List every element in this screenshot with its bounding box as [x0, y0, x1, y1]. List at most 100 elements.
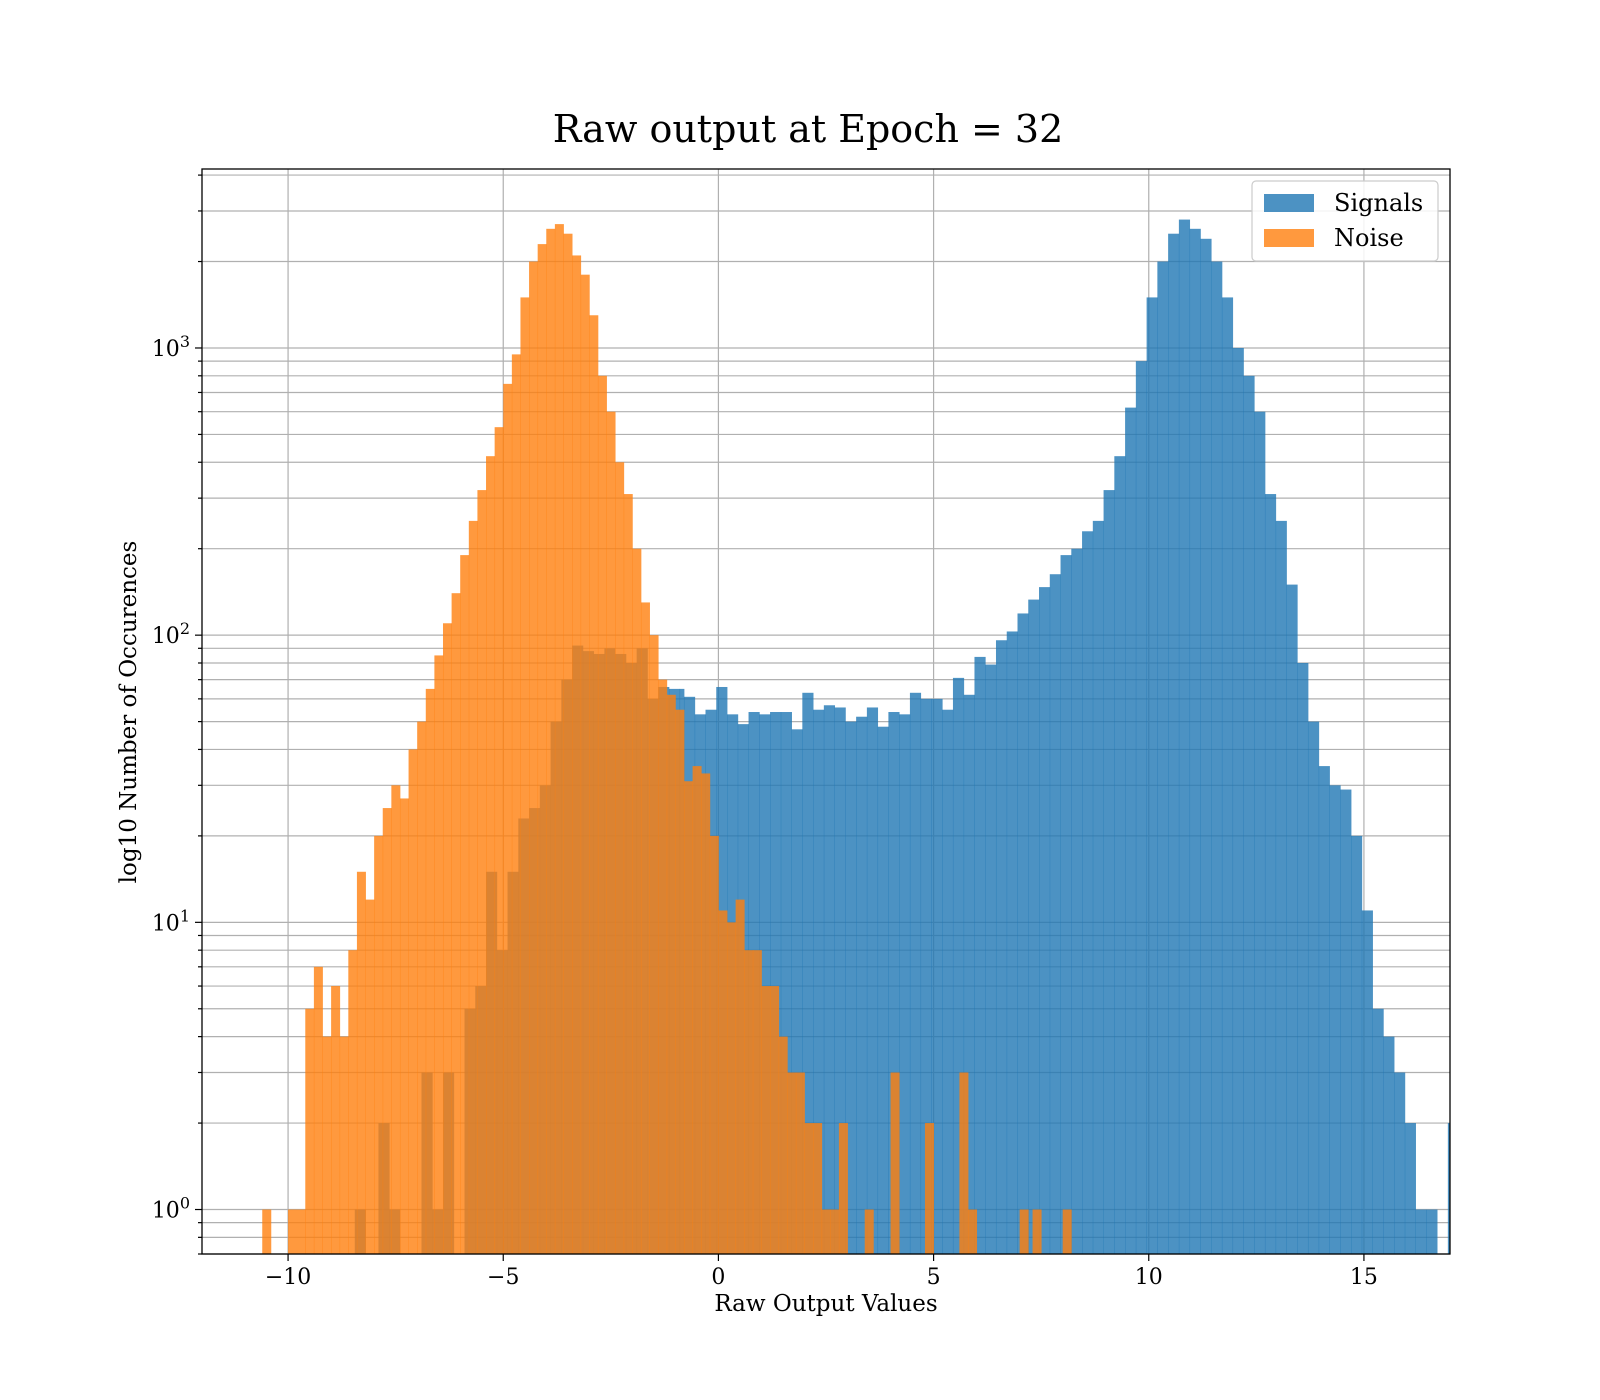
histogram-bar — [1351, 835, 1363, 1254]
y-axis-ticks: 100 101 102 103 — [152, 174, 202, 1255]
histogram-bar — [770, 712, 782, 1254]
y-tick-label: 100 — [152, 1194, 190, 1224]
histogram-bar — [442, 623, 452, 1254]
histogram-bar — [795, 1072, 805, 1254]
histogram-bar — [606, 411, 616, 1255]
histogram-bar — [735, 899, 745, 1254]
histogram-bar — [1071, 548, 1083, 1254]
histogram-bar — [1254, 411, 1266, 1255]
histogram-bar — [1264, 494, 1277, 1255]
x-axis-ticks: −10 −5 0 5 10 15 — [265, 1254, 1378, 1290]
histogram-bar — [322, 1036, 332, 1254]
histogram-bar — [1318, 766, 1330, 1254]
histogram-bar — [597, 375, 607, 1254]
histogram-bar — [1157, 261, 1169, 1254]
histogram-bar — [985, 664, 997, 1254]
histogram-bar — [920, 698, 932, 1254]
histogram-bar — [834, 707, 846, 1254]
chart-title: Raw output at Epoch = 32 — [553, 107, 1064, 151]
histogram-bar — [856, 716, 868, 1254]
histogram-bar — [563, 233, 573, 1255]
histogram-bar — [701, 773, 711, 1254]
histogram-bar — [952, 677, 965, 1254]
histogram-bar — [802, 692, 814, 1254]
histogram-bar — [866, 707, 879, 1254]
histogram-bar — [759, 714, 771, 1254]
histogram-bar — [830, 1209, 840, 1254]
histogram-bar — [666, 694, 676, 1254]
histogram-bar — [1307, 721, 1320, 1254]
histogram-bar — [692, 766, 702, 1254]
histogram-bar — [1146, 297, 1158, 1255]
histogram-bar — [1200, 238, 1212, 1255]
histogram-bar — [1103, 490, 1115, 1254]
histogram-bar — [1060, 555, 1072, 1254]
histogram-bar — [408, 749, 418, 1254]
histogram-bar — [823, 705, 836, 1254]
histogram-bar — [770, 986, 780, 1254]
histogram-bar — [503, 383, 513, 1254]
histogram-bar — [683, 781, 693, 1254]
histogram-bar — [262, 1209, 272, 1254]
x-tick-label: 0 — [711, 1265, 725, 1290]
legend-label: Signals — [1334, 189, 1423, 217]
histogram-bar — [649, 635, 659, 1254]
histogram-bar — [1383, 1036, 1395, 1254]
histogram-bar — [761, 986, 771, 1254]
x-axis-label: Raw Output Values — [714, 1291, 937, 1317]
bars — [262, 219, 1451, 1255]
histogram-bar — [623, 494, 633, 1255]
histogram-bar — [537, 244, 547, 1254]
histogram-bar — [339, 1036, 349, 1254]
histogram-bar — [1006, 631, 1018, 1254]
histogram-bar — [727, 922, 737, 1254]
legend-label: Noise — [1334, 224, 1404, 252]
histogram-bar — [899, 714, 911, 1254]
histogram-bar — [632, 548, 642, 1254]
histogram-bar — [1297, 662, 1309, 1254]
histogram-bar — [752, 950, 762, 1254]
histogram-bar — [821, 1209, 831, 1254]
histogram-bar — [529, 261, 539, 1254]
histogram-bar — [1017, 613, 1029, 1254]
histogram-bar — [365, 899, 375, 1254]
histogram-bar — [1415, 1209, 1427, 1254]
histogram-bar — [486, 456, 496, 1254]
histogram-bar — [1189, 228, 1201, 1255]
histogram-bar — [1447, 1123, 1451, 1254]
histogram-bar — [1372, 1008, 1384, 1254]
series-noise — [262, 224, 1072, 1255]
histogram-bar — [1329, 785, 1341, 1254]
histogram-bar — [554, 224, 564, 1254]
x-tick-label: −5 — [487, 1265, 519, 1290]
histogram-bar — [1426, 1209, 1438, 1254]
histogram-bar — [1394, 1072, 1406, 1254]
histogram-bar — [494, 427, 504, 1254]
histogram-bar — [580, 274, 590, 1254]
histogram-bar — [417, 721, 427, 1254]
histogram-bar — [845, 721, 857, 1254]
histogram-bar — [959, 1072, 969, 1254]
histogram-bar — [1178, 219, 1191, 1254]
histogram-bar — [382, 808, 392, 1254]
histogram-bar — [1135, 361, 1148, 1255]
histogram-bar — [995, 640, 1008, 1254]
histogram-bar — [546, 228, 556, 1255]
histogram-bar — [640, 602, 650, 1254]
histogram-bar — [1092, 520, 1104, 1254]
histogram-bar — [511, 354, 521, 1254]
histogram-bar — [1082, 531, 1094, 1254]
histogram-bar — [838, 1123, 848, 1254]
histogram-bar — [374, 835, 384, 1254]
histogram-bar — [963, 694, 975, 1254]
histogram-bar — [942, 709, 954, 1254]
histogram-bar — [890, 1072, 900, 1254]
y-axis-label: log10 Number of Occurences — [116, 541, 142, 884]
histogram-bar — [718, 910, 728, 1254]
histogram-bar — [331, 986, 341, 1254]
histogram-bar — [864, 1209, 874, 1254]
histogram-bar — [909, 692, 922, 1254]
histogram-bar — [1125, 407, 1137, 1254]
y-tick-label: 102 — [152, 619, 190, 649]
histogram-bar — [288, 1209, 306, 1254]
